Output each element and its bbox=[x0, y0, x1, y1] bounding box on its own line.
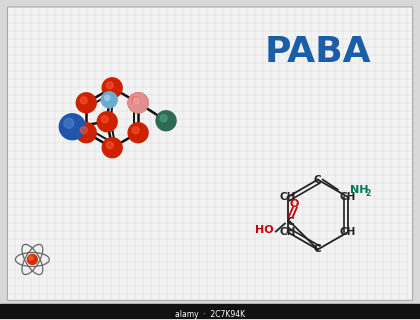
Text: C: C bbox=[314, 175, 322, 185]
Circle shape bbox=[102, 78, 122, 98]
Circle shape bbox=[80, 97, 87, 104]
Text: CH: CH bbox=[340, 192, 356, 202]
Circle shape bbox=[132, 127, 139, 134]
Circle shape bbox=[106, 82, 113, 89]
Circle shape bbox=[128, 123, 148, 143]
Text: PABA: PABA bbox=[265, 35, 371, 69]
Circle shape bbox=[27, 254, 37, 264]
Text: CH: CH bbox=[279, 227, 296, 237]
Circle shape bbox=[80, 127, 87, 134]
Circle shape bbox=[105, 95, 110, 100]
Text: CH: CH bbox=[340, 227, 356, 237]
Text: 2: 2 bbox=[366, 189, 371, 198]
Circle shape bbox=[76, 93, 96, 113]
Circle shape bbox=[160, 115, 167, 122]
Text: NH: NH bbox=[350, 185, 368, 195]
Circle shape bbox=[76, 123, 96, 143]
Circle shape bbox=[128, 93, 148, 113]
Text: O: O bbox=[289, 199, 299, 209]
Text: HO: HO bbox=[255, 225, 273, 235]
Circle shape bbox=[97, 112, 117, 132]
Text: C: C bbox=[314, 244, 322, 254]
Circle shape bbox=[106, 142, 113, 149]
Circle shape bbox=[29, 256, 33, 260]
Circle shape bbox=[64, 118, 74, 128]
Circle shape bbox=[101, 92, 117, 108]
Circle shape bbox=[133, 98, 139, 104]
Circle shape bbox=[101, 116, 108, 123]
Circle shape bbox=[156, 111, 176, 131]
Circle shape bbox=[59, 114, 85, 140]
Text: C: C bbox=[286, 217, 294, 227]
Text: alamy  ·  2C7K94K: alamy · 2C7K94K bbox=[175, 310, 245, 319]
Circle shape bbox=[102, 138, 122, 158]
Text: CH: CH bbox=[279, 192, 296, 202]
Circle shape bbox=[132, 97, 139, 104]
Circle shape bbox=[128, 93, 148, 113]
Bar bbox=[0, 304, 420, 320]
FancyBboxPatch shape bbox=[8, 7, 412, 300]
